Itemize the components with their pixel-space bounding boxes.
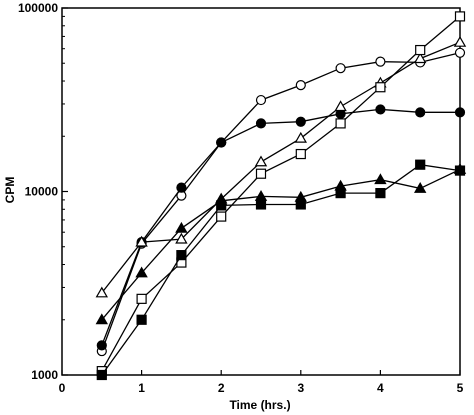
x-tick-label: 5 [457, 381, 464, 395]
series-line [101, 52, 461, 352]
series-layer [95, 11, 467, 381]
series-open-square [96, 11, 466, 377]
filled-circle-marker [295, 116, 306, 127]
open-square-marker [454, 11, 466, 22]
open-circle-marker [335, 63, 346, 74]
y-axis: 1000 10000 100000 [18, 1, 68, 382]
x-axis: 0 1 2 3 4 5 [59, 370, 464, 395]
y-tick-label: 100000 [18, 1, 58, 15]
x-tick-label: 3 [297, 381, 304, 395]
filled-square-marker [295, 199, 306, 210]
filled-triangle-marker [135, 266, 148, 278]
open-square-marker [375, 82, 386, 93]
filled-triangle-marker [95, 313, 109, 325]
open-triangle-marker [175, 232, 188, 244]
open-triangle-marker [453, 35, 467, 47]
x-tick-label: 2 [218, 381, 225, 395]
open-triangle-marker [254, 155, 268, 167]
series-line [101, 41, 461, 294]
filled-square-marker [415, 159, 426, 170]
x-axis-label: Time (hrs.) [229, 398, 290, 412]
x-tick-label: 0 [59, 381, 66, 395]
open-triangle-marker [95, 286, 109, 298]
open-square-marker [415, 44, 426, 56]
open-triangle-marker [135, 235, 148, 247]
filled-circle-marker [176, 182, 187, 193]
open-triangle-marker [413, 52, 427, 64]
y-tick-label: 10000 [25, 185, 59, 199]
open-square-marker [295, 148, 306, 160]
series-open-circle [96, 47, 466, 357]
open-circle-marker [295, 80, 306, 91]
series-filled-square [96, 159, 466, 381]
filled-square-marker [335, 188, 346, 199]
filled-triangle-marker [254, 190, 268, 201]
filled-circle-marker [255, 118, 267, 129]
open-triangle-marker [334, 100, 347, 112]
series-line [101, 168, 461, 321]
filled-circle-marker [415, 107, 426, 118]
open-circle-marker [454, 47, 466, 58]
filled-triangle-marker [413, 181, 427, 193]
series-open-triangle [95, 35, 467, 298]
filled-circle-marker [454, 107, 466, 118]
filled-circle-marker [96, 340, 107, 351]
x-tick-label: 1 [138, 381, 145, 395]
open-circle-marker [375, 56, 386, 67]
open-square-marker [255, 168, 267, 179]
filled-circle-marker [216, 137, 227, 148]
filled-square-marker [176, 250, 187, 261]
filled-square-marker [216, 200, 227, 211]
series-line [101, 15, 461, 372]
y-axis-label: CPM [3, 177, 17, 204]
filled-circle-marker [375, 104, 386, 115]
y-tick-label: 1000 [31, 368, 58, 382]
x-tick-label: 4 [377, 381, 384, 395]
series-filled-triangle [95, 162, 467, 325]
filled-square-marker [255, 199, 267, 210]
filled-square-marker [96, 369, 107, 381]
filled-square-marker [136, 314, 147, 325]
open-square-marker [216, 211, 227, 222]
series-line [101, 164, 461, 376]
open-circle-marker [255, 94, 267, 106]
filled-square-marker [375, 188, 386, 199]
open-square-marker [335, 118, 346, 129]
filled-square-marker [454, 165, 466, 176]
filled-triangle-marker [175, 221, 188, 233]
open-square-marker [136, 293, 147, 304]
filled-triangle-marker [374, 173, 387, 185]
open-triangle-marker [294, 131, 308, 143]
series-line [101, 108, 460, 346]
series-filled-circle [96, 104, 466, 351]
